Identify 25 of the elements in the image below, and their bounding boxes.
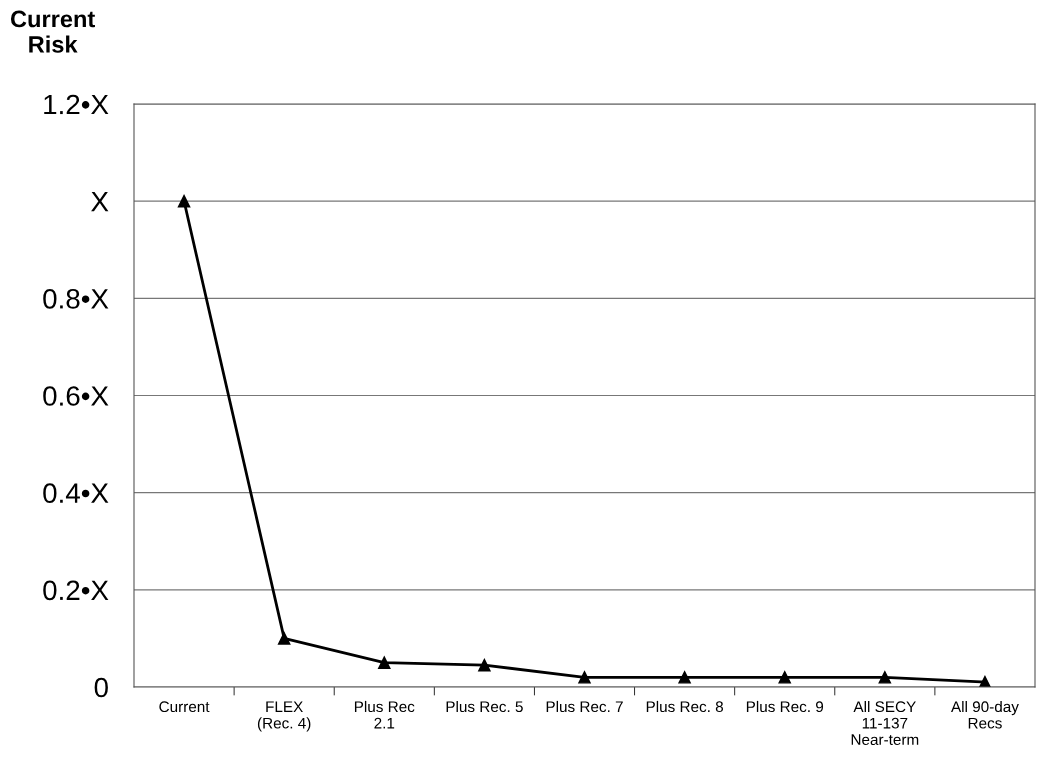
point — [578, 671, 591, 684]
y-tick-label: 0 — [94, 677, 108, 698]
point — [378, 656, 391, 669]
point — [177, 194, 191, 208]
y-tick-label: X — [91, 192, 109, 212]
y-tick-label: 0.8•X — [43, 289, 109, 309]
x-tick-label: Plus Rec. 8 — [646, 700, 724, 713]
y-tick-label: 0.4•X — [43, 483, 109, 504]
point — [878, 671, 892, 684]
point — [277, 632, 291, 645]
y-axis-title: Current Risk — [10, 10, 95, 53]
y-tick-label: 0.2•X — [43, 580, 109, 601]
x-tick-label: Current — [159, 701, 210, 713]
point — [478, 658, 491, 672]
x-tick-label: Plus Rec 2.1 — [354, 700, 415, 729]
y-tick-label: 1.2•X — [44, 94, 109, 115]
x-tick-label: Plus Rec. 7 — [546, 700, 623, 713]
x-tick-label: All 90-day Recs — [951, 700, 1019, 729]
point — [778, 671, 791, 684]
y-tick-label: 0.6•X — [43, 386, 109, 406]
point — [678, 671, 691, 684]
x-tick-label: FLEX (Rec. 4) — [257, 701, 311, 732]
x-tick-label: Plus Rec. 9 — [746, 700, 824, 713]
x-tick-label: All SECY 11-137 Near-term — [851, 700, 919, 746]
x-tick-label: Plus Rec. 5 — [446, 700, 523, 713]
